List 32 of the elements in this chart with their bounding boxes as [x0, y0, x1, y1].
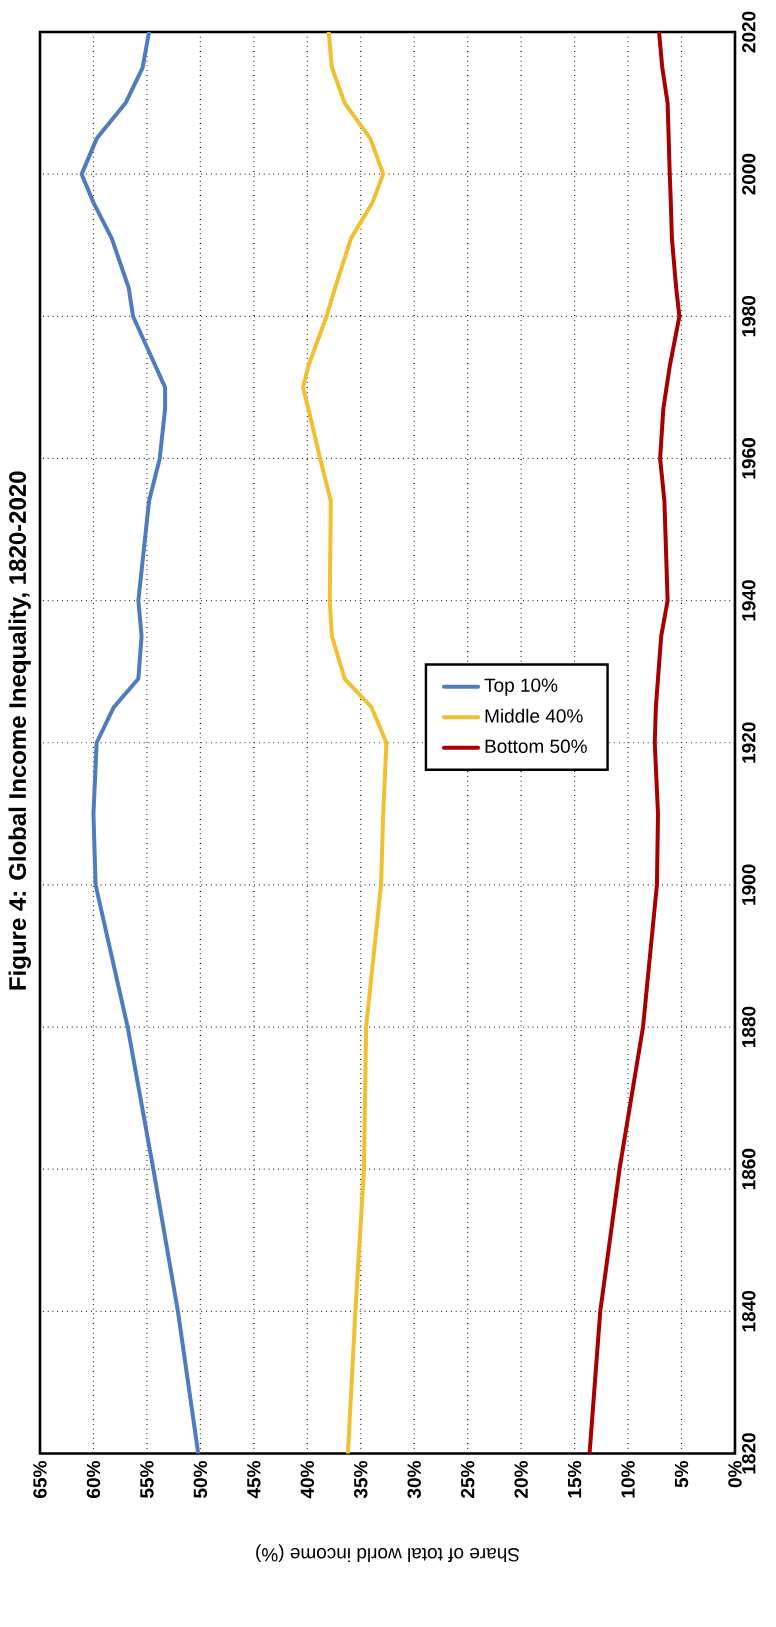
- y-tick-label: 1960: [742, 438, 756, 479]
- y-tick-label: 1840: [742, 1290, 756, 1332]
- legend-label: Bottom 50%: [485, 739, 587, 753]
- x-tick-label: 25%: [460, 1461, 475, 1498]
- y-tick-label: 1980: [742, 295, 756, 337]
- x-tick-label: 15%: [567, 1461, 582, 1498]
- x-tick-label: 60%: [86, 1461, 101, 1498]
- x-tick-label: 0%: [728, 1461, 742, 1488]
- y-tick-label: 1880: [742, 1006, 756, 1047]
- x-tick-label: 40%: [300, 1461, 315, 1499]
- x-tick-label: 55%: [140, 1461, 154, 1498]
- x-axis-title: Share of total world income (%): [256, 1544, 520, 1563]
- y-tick-label: 1860: [742, 1148, 756, 1190]
- x-tick-label: 20%: [514, 1461, 528, 1498]
- y-tick-label: 2020: [742, 11, 756, 53]
- line-series: [301, 32, 389, 1454]
- y-tick-label: 1820: [742, 1433, 756, 1474]
- line-series: [79, 32, 201, 1454]
- legend-label: Top 10%: [484, 678, 558, 696]
- x-tick-label: 45%: [247, 1461, 261, 1499]
- x-tick-label: 10%: [621, 1461, 635, 1498]
- y-tick-label: 1920: [742, 722, 756, 763]
- x-tick-label: 5%: [674, 1461, 689, 1488]
- y-tick-label: 1900: [742, 864, 756, 905]
- y-tick-label: 1940: [742, 580, 756, 621]
- x-tick-label: 65%: [33, 1461, 47, 1498]
- y-tick-label: 2000: [742, 153, 756, 195]
- x-tick-label: 35%: [354, 1461, 368, 1499]
- legend-label: Middle 40%: [485, 708, 583, 723]
- x-tick-label: 30%: [407, 1461, 421, 1499]
- text: Figure 4: Global Income Inequality, 1820-2020: [8, 471, 31, 990]
- x-tick-label: 50%: [193, 1461, 208, 1498]
